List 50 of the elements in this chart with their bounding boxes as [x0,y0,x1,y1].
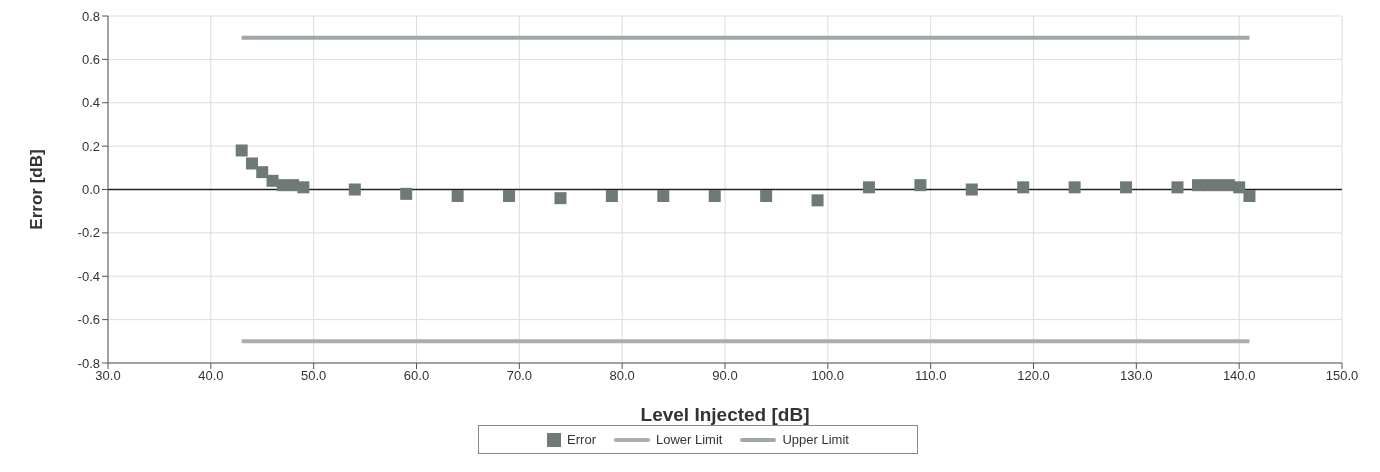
x-tick-label: 140.0 [1222,368,1256,384]
y-tick-label: 0.0 [81,182,100,198]
y-tick-label: -0.4 [77,268,100,284]
x-tick-label: 60.0 [403,368,430,384]
x-tick-label: 90.0 [712,368,738,384]
point [1068,181,1081,194]
point [451,190,464,203]
x-tick-label: 100.0 [811,368,845,384]
x-tick-label: 70.0 [506,368,532,384]
x-tick-label: 80.0 [609,368,635,384]
point [1017,181,1030,194]
legend-label: Upper Limit [782,432,849,447]
y-tick-label: 0.2 [81,138,100,154]
legend-label: Error [567,432,596,447]
y-tick-label: -0.6 [77,312,100,328]
point [1171,181,1184,194]
x-tick-label: 110.0 [914,368,947,384]
x-tick-label: 120.0 [1017,368,1050,384]
y-tick-label: 0.8 [81,8,100,24]
point [657,190,670,203]
y-axis-title: Error [dB] [27,149,47,230]
point [297,181,310,194]
point [1243,190,1256,203]
y-tick-label: 0.4 [81,95,100,111]
x-axis-title: Level Injected [dB] [640,404,810,425]
point [554,192,567,205]
point [1233,181,1246,194]
y-tick-label: -0.8 [77,355,100,371]
point [1120,181,1133,194]
point [862,181,875,194]
point [245,157,258,170]
x-tick-label: 150.0 [1325,368,1359,384]
point [708,190,721,203]
point [256,166,269,179]
legend-label: Lower Limit [655,432,723,447]
x-tick-label: 50.0 [301,368,327,384]
x-tick-label: 130.0 [1120,368,1153,384]
point [914,179,927,192]
point [760,190,773,203]
y-tick-label: -0.2 [77,225,100,241]
point [400,187,413,200]
point [348,183,361,196]
x-tick-label: 40.0 [198,368,224,384]
point [811,194,824,207]
point [965,183,978,196]
point [503,190,516,203]
y-tick-label: 0.6 [81,51,100,67]
point [235,144,248,157]
x-tick-label: 30.0 [95,368,121,384]
point [605,190,618,203]
